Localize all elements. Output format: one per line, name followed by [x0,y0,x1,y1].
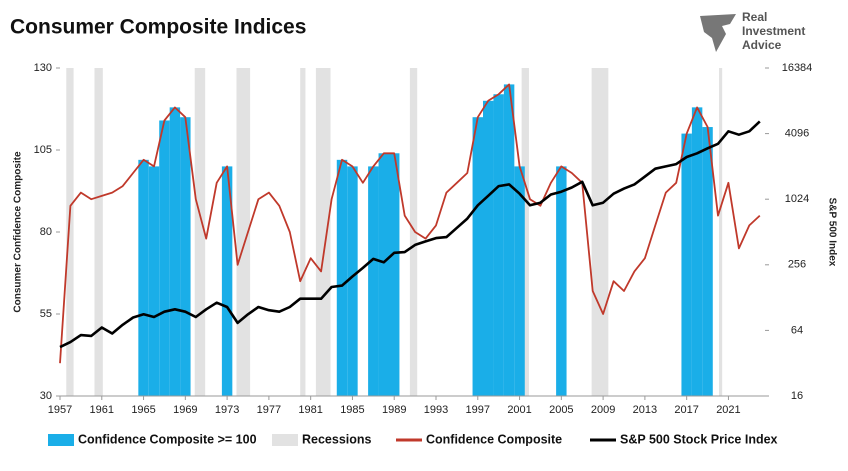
y-tick-label: 130 [34,62,52,74]
legend-swatch [48,434,74,446]
highlight-bar [336,159,348,396]
x-tick-label: 2001 [507,404,531,416]
x-tick-label: 1981 [298,404,322,416]
highlight-bar [138,159,149,396]
y-tick-label: 105 [34,144,52,156]
recession-band [521,68,529,396]
highlight-bar [180,117,191,396]
highlight-bar [159,120,170,396]
highlight-bar [221,166,233,396]
recession-band [300,68,306,396]
logo-text: Advice [742,38,782,52]
x-tick-label: 2021 [716,404,740,416]
highlight-bar [148,166,160,396]
x-tick-label: 1957 [48,404,72,416]
x-tick-label: 2009 [591,404,615,416]
legend-label: Confidence Composite >= 100 [78,432,257,446]
x-tick-label: 1997 [466,404,490,416]
x-tick-label: 1977 [257,404,281,416]
x-tick-label: 1969 [173,404,197,416]
highlight-bar [483,100,494,397]
highlight-bar [556,166,567,396]
highlight-bar [347,166,358,396]
y2-tick-label: 256 [788,259,806,271]
y2-axis-title: S&P 500 Index [826,198,837,267]
highlight-bar [389,153,400,396]
highlight-bar [702,127,713,396]
recession-band [315,68,331,396]
recession-band [194,68,206,396]
y-tick-label: 30 [40,390,52,402]
highlight-bar [691,107,703,397]
highlight-bar [503,84,515,397]
chart-title: Consumer Composite Indices [10,16,306,39]
recession-band [409,68,418,396]
logo: Real Investment Advice [700,10,805,52]
x-tick-label: 1973 [215,404,239,416]
recession-band [591,68,609,396]
series-line [59,120,761,349]
y2-tick-label: 4096 [785,128,809,140]
logo-icon [700,14,736,52]
y-tick-label: 80 [40,226,52,238]
logo-text: Real [742,10,767,24]
x-tick-label: 2005 [549,404,573,416]
y2-tick-label: 16 [791,390,803,402]
recession-band [719,68,723,396]
legend-label: Confidence Composite [426,432,562,446]
highlight-bar [514,166,525,396]
recession-band [94,68,103,396]
series-line [59,83,761,364]
legend-label: Recessions [302,432,372,446]
y2-tick-label: 16384 [782,62,813,74]
highlight-bar [493,94,504,397]
highlight-bar [472,117,483,396]
highlight-bar [378,153,389,396]
y2-tick-label: 1024 [785,193,809,205]
y-axis-title: Consumer Confidence Composite [13,151,24,313]
x-tick-label: 1961 [90,404,114,416]
highlight-bar [368,166,379,396]
x-tick-label: 1993 [424,404,448,416]
highlight-bar [681,133,692,396]
x-tick-label: 2017 [674,404,698,416]
highlight-bar [169,107,181,397]
y2-tick-label: 64 [791,324,803,336]
x-tick-label: 1985 [340,404,364,416]
recession-band [66,68,74,396]
x-tick-label: 1989 [382,404,406,416]
logo-text: Investment [742,24,805,38]
y-tick-label: 55 [40,308,52,320]
legend-label: S&P 500 Stock Price Index [620,432,778,446]
x-tick-label: 1965 [131,404,155,416]
x-tick-label: 2013 [633,404,657,416]
legend-swatch [272,434,298,446]
